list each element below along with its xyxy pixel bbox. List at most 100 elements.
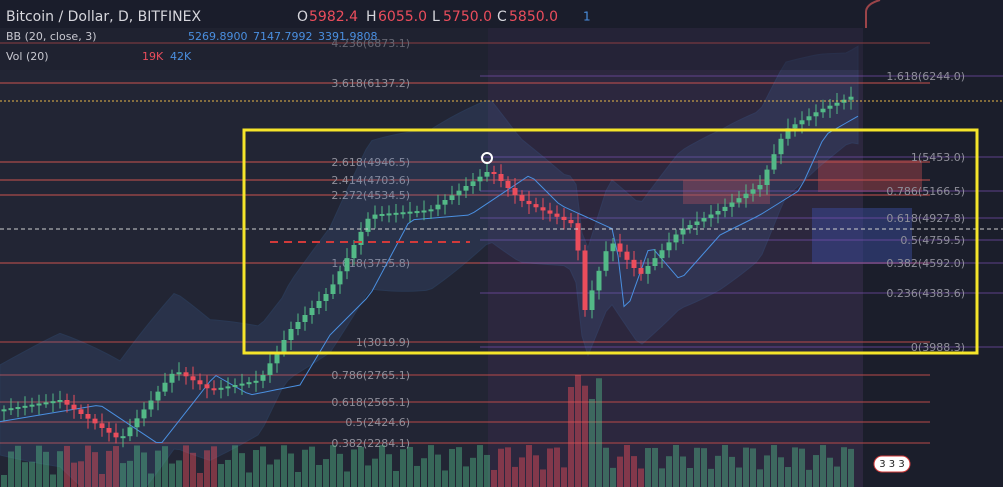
candle-body: [659, 250, 665, 259]
candle-body: [799, 120, 805, 125]
volume-bar: [666, 456, 672, 487]
volume-bar: [694, 447, 700, 487]
volume-bar: [372, 458, 378, 487]
volume-bar: [365, 465, 371, 487]
candle-body: [106, 428, 112, 433]
candle-body: [218, 387, 224, 390]
candle-body: [316, 301, 322, 308]
candle-body: [190, 376, 196, 381]
alert-count[interactable]: 1: [583, 10, 591, 24]
candle-body: [288, 329, 294, 340]
ohlc-label: O: [297, 9, 308, 25]
fib-label: 0(3988.3): [911, 341, 965, 354]
volume-bar: [99, 473, 105, 487]
candle-body: [407, 211, 413, 214]
volume-bar: [134, 445, 140, 487]
candle-body: [596, 270, 602, 291]
candle-body: [113, 432, 119, 438]
candle-body: [757, 185, 763, 190]
candle-body: [785, 128, 791, 139]
volume-bar: [218, 464, 224, 487]
ohlc-label: L: [432, 9, 440, 25]
fib-label: 3.618(6137.2): [331, 77, 410, 90]
candle-body: [365, 218, 371, 232]
candle-body: [15, 407, 21, 409]
candle-body: [309, 308, 315, 315]
volume-bar: [169, 463, 175, 487]
volume-bar: [491, 469, 497, 487]
volume-bar: [323, 459, 329, 487]
candle-body: [750, 189, 756, 194]
zone-box: [818, 160, 922, 192]
volume-bar: [246, 472, 252, 487]
candle-body: [806, 116, 812, 121]
highlight-box: [242, 128, 979, 355]
volume-bar: [197, 472, 203, 487]
candle-body: [57, 400, 63, 402]
candle-body: [169, 373, 175, 383]
candle-body: [239, 383, 245, 386]
volume-bar: [43, 451, 49, 487]
candle-body: [715, 211, 721, 215]
drawing: [865, 0, 881, 28]
volume-bar: [386, 454, 392, 487]
volume-bar: [456, 447, 462, 487]
candle-body: [477, 176, 483, 182]
candle-body: [428, 209, 434, 212]
candle-body: [337, 271, 343, 285]
volume-bar: [337, 453, 343, 487]
candle-body: [22, 405, 28, 408]
volume-bar: [526, 445, 532, 487]
candle-body: [610, 243, 616, 252]
candle-body: [379, 214, 385, 216]
candle-body: [393, 212, 399, 215]
volume-bar: [407, 446, 413, 487]
candle-body: [134, 418, 140, 428]
candle-body: [351, 245, 357, 259]
candle-body: [225, 386, 231, 389]
volume-bar: [778, 457, 784, 487]
candle-body: [617, 243, 623, 252]
volume-bar: [106, 450, 112, 487]
candle-body: [512, 188, 518, 195]
volume-bar: [204, 450, 210, 487]
volume-bar: [36, 445, 42, 487]
volume-bar: [813, 455, 819, 487]
candle-body: [638, 268, 644, 274]
candle-body: [603, 251, 609, 271]
indicator-name[interactable]: BB (20, close, 3): [6, 30, 97, 43]
fib-label: 0.786(5166.5): [886, 185, 965, 198]
candle-body: [778, 138, 784, 155]
candle-body: [463, 186, 469, 191]
candle-body: [36, 403, 42, 406]
badge[interactable]: 3 3 3: [879, 459, 904, 470]
volume-bar: [673, 445, 679, 487]
volume-bar: [449, 448, 455, 487]
volume-bar: [589, 398, 595, 487]
fib-label: 1.618(6244.0): [886, 70, 965, 83]
candle-body: [484, 172, 490, 177]
symbol-title[interactable]: Bitcoin / Dollar, D, BITFINEX: [6, 9, 201, 25]
candle-body: [470, 181, 476, 186]
candle-body: [848, 96, 854, 100]
candle-body: [680, 228, 686, 235]
volume-bar: [64, 445, 70, 487]
volume-bar: [344, 471, 350, 487]
fib-label: 1.618(3755.8): [331, 257, 410, 270]
candle-body: [155, 391, 161, 401]
volume-bar: [351, 449, 357, 487]
candle-body: [295, 322, 301, 329]
candle-body: [253, 380, 259, 383]
volume-bar: [239, 453, 245, 487]
candle-body: [729, 202, 735, 207]
candle-body: [414, 211, 420, 214]
indicator-name[interactable]: Vol (20): [6, 50, 49, 63]
volume-bar: [617, 456, 623, 487]
volume-bar: [554, 447, 560, 487]
anchor-point: [481, 152, 493, 164]
volume-bar: [596, 378, 602, 487]
volume-bar: [162, 446, 168, 487]
candle-body: [554, 213, 560, 217]
volume-bar: [379, 445, 385, 487]
